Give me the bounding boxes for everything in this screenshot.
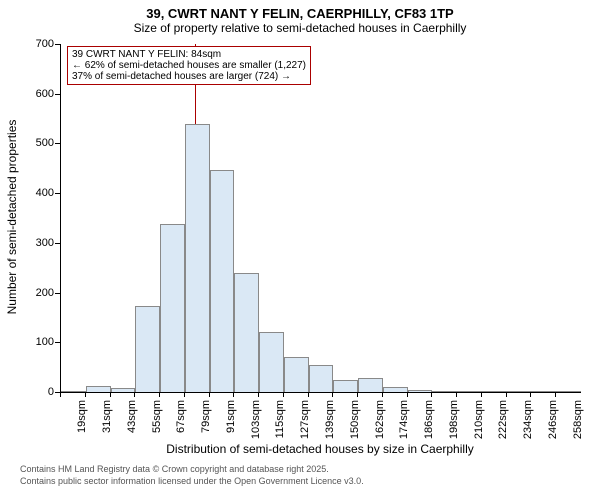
annotation-box: 39 CWRT NANT Y FELIN: 84sqm ← 62% of sem…: [67, 46, 311, 85]
x-tick-label: 150sqm: [349, 400, 361, 444]
annotation-line-2: ← 62% of semi-detached houses are smalle…: [72, 60, 306, 71]
histogram-bar: [259, 332, 284, 392]
x-tick-label: 115sqm: [274, 400, 286, 444]
x-tick-label: 79sqm: [200, 400, 212, 444]
y-axis-label: Number of semi-detached properties: [5, 107, 19, 327]
x-tick-label: 174sqm: [398, 400, 410, 444]
y-tick-mark: [55, 293, 60, 294]
histogram-bar: [135, 306, 160, 392]
x-tick-mark: [481, 392, 482, 397]
chart-subtitle: Size of property relative to semi-detach…: [0, 21, 600, 35]
histogram-bar: [556, 391, 581, 392]
plot-area: 39 CWRT NANT Y FELIN: 84sqm ← 62% of sem…: [60, 44, 581, 393]
x-tick-mark: [506, 392, 507, 397]
histogram-bar: [86, 386, 111, 392]
histogram-bar: [284, 357, 309, 392]
y-tick-mark: [55, 94, 60, 95]
x-tick-label: 19sqm: [76, 400, 88, 444]
y-tick-mark: [55, 342, 60, 343]
histogram-bar: [234, 273, 259, 392]
x-tick-mark: [332, 392, 333, 397]
x-tick-mark: [159, 392, 160, 397]
x-tick-mark: [233, 392, 234, 397]
annotation-line-1: 39 CWRT NANT Y FELIN: 84sqm: [72, 49, 306, 60]
footer-line-1: Contains HM Land Registry data © Crown c…: [20, 464, 329, 474]
histogram-bar: [61, 391, 86, 392]
histogram-bar: [482, 391, 507, 392]
x-tick-mark: [407, 392, 408, 397]
y-tick-label: 100: [26, 336, 54, 348]
x-tick-label: 198sqm: [448, 400, 460, 444]
x-axis-label: Distribution of semi-detached houses by …: [60, 442, 580, 456]
x-tick-label: 55sqm: [151, 400, 163, 444]
chart-title: 39, CWRT NANT Y FELIN, CAERPHILLY, CF83 …: [0, 0, 600, 21]
x-tick-mark: [209, 392, 210, 397]
histogram-bar: [507, 391, 532, 392]
x-tick-label: 234sqm: [522, 400, 534, 444]
x-tick-label: 139sqm: [324, 400, 336, 444]
x-tick-mark: [382, 392, 383, 397]
x-tick-mark: [431, 392, 432, 397]
x-tick-label: 210sqm: [473, 400, 485, 444]
y-tick-mark: [55, 143, 60, 144]
x-tick-mark: [308, 392, 309, 397]
x-tick-mark: [357, 392, 358, 397]
histogram-bar: [531, 391, 556, 392]
x-tick-label: 186sqm: [423, 400, 435, 444]
histogram-bar: [111, 388, 136, 392]
x-tick-label: 91sqm: [225, 400, 237, 444]
y-tick-mark: [55, 44, 60, 45]
x-tick-label: 127sqm: [299, 400, 311, 444]
histogram-bar: [457, 391, 482, 392]
x-tick-mark: [530, 392, 531, 397]
histogram-bar: [309, 365, 334, 392]
x-tick-label: 162sqm: [374, 400, 386, 444]
y-tick-label: 600: [26, 88, 54, 100]
y-tick-label: 700: [26, 38, 54, 50]
x-tick-mark: [85, 392, 86, 397]
x-tick-mark: [60, 392, 61, 397]
histogram-bar: [408, 390, 433, 392]
histogram-bar: [358, 378, 383, 392]
y-tick-mark: [55, 193, 60, 194]
x-tick-mark: [110, 392, 111, 397]
histogram-bar: [432, 391, 457, 392]
y-tick-mark: [55, 243, 60, 244]
x-tick-mark: [184, 392, 185, 397]
x-tick-label: 31sqm: [101, 400, 113, 444]
x-tick-label: 103sqm: [250, 400, 262, 444]
y-tick-label: 400: [26, 187, 54, 199]
x-tick-label: 43sqm: [126, 400, 138, 444]
annotation-line-3: 37% of semi-detached houses are larger (…: [72, 71, 306, 82]
x-tick-mark: [134, 392, 135, 397]
histogram-bar: [185, 124, 210, 392]
x-tick-label: 67sqm: [175, 400, 187, 444]
x-tick-mark: [258, 392, 259, 397]
histogram-bar: [333, 380, 358, 392]
x-tick-label: 222sqm: [497, 400, 509, 444]
y-tick-label: 500: [26, 137, 54, 149]
histogram-bar: [383, 387, 408, 392]
chart-container: 39, CWRT NANT Y FELIN, CAERPHILLY, CF83 …: [0, 0, 600, 500]
footer-line-2: Contains public sector information licen…: [20, 476, 364, 486]
y-tick-label: 200: [26, 287, 54, 299]
y-tick-label: 300: [26, 237, 54, 249]
histogram-bar: [160, 224, 185, 392]
y-tick-label: 0: [26, 386, 54, 398]
histogram-bar: [210, 170, 235, 392]
x-tick-mark: [283, 392, 284, 397]
x-tick-label: 246sqm: [547, 400, 559, 444]
x-tick-mark: [456, 392, 457, 397]
x-tick-mark: [555, 392, 556, 397]
x-tick-label: 258sqm: [572, 400, 584, 444]
